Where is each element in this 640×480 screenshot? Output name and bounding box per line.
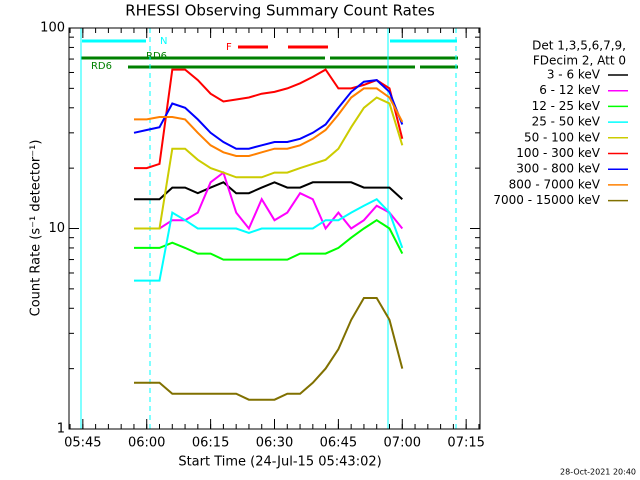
series-line (133, 79, 404, 150)
legend-label: 50 - 100 keV (524, 130, 601, 144)
annotation: RD6 (91, 61, 112, 72)
x-axis-label: Start Time (24-Jul-15 05:43:02) (178, 455, 381, 470)
y-axis-label: Count Rate (s⁻¹ detector⁻¹) (29, 140, 44, 317)
x-tick-label: 05:45 (64, 436, 101, 451)
series-line (134, 170, 404, 231)
legend-label: 800 - 7000 keV (509, 177, 601, 191)
series-line (134, 181, 403, 201)
x-tick-label: 06:00 (128, 436, 165, 451)
legend-label: 3 - 6 keV (547, 68, 601, 82)
legend-label: 100 - 300 keV (516, 146, 600, 160)
annotation: N (160, 36, 167, 47)
chart-title: RHESSI Observing Summary Count Rates (125, 2, 435, 20)
x-tick-label: 07:15 (447, 436, 484, 451)
legend-label: 6 - 12 keV (539, 83, 601, 97)
legend-label: 300 - 800 keV (516, 162, 600, 176)
annotation: F (226, 42, 232, 53)
series-line (134, 197, 404, 282)
series-line (134, 297, 404, 401)
legend-label: 25 - 50 keV (532, 115, 601, 129)
y-tick-label: 10 (48, 221, 65, 236)
legend-title: Det 1,3,5,6,7,9, (532, 39, 626, 53)
y-tick-label: 1 (57, 422, 65, 437)
legend-title: FDecim 2, Att 0 (533, 54, 626, 68)
annotation: RD6 (146, 51, 167, 62)
timestamp: 28-Oct-2021 20:40 (560, 468, 636, 477)
series-line (134, 87, 404, 157)
y-tick-label: 100 (40, 21, 65, 36)
legend-label: 12 - 25 keV (532, 99, 601, 113)
legend-label: 7000 - 15000 keV (493, 193, 600, 207)
series-line (134, 96, 404, 230)
x-tick-label: 06:30 (256, 436, 293, 451)
x-tick-label: 07:00 (384, 436, 421, 451)
series-line (134, 219, 404, 261)
x-tick-label: 06:45 (320, 436, 357, 451)
x-tick-label: 06:15 (192, 436, 229, 451)
